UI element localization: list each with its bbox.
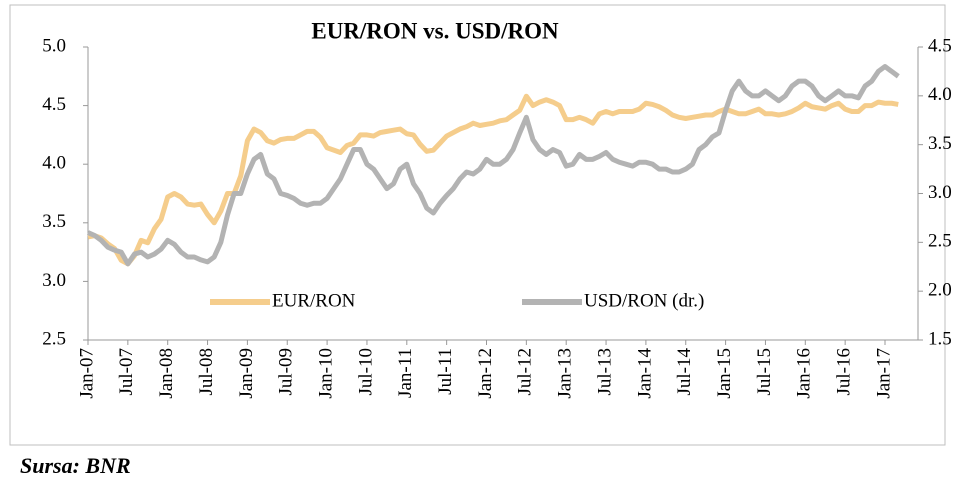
x-tick-label: Jan-11 (395, 348, 416, 398)
x-tick-label: Jan-12 (475, 348, 496, 399)
x-tick-label: Jul-15 (754, 348, 775, 396)
x-tick-label: Jul-10 (355, 348, 376, 396)
x-tick-label: Jul-12 (515, 348, 536, 396)
x-tick-label: Jul-08 (196, 348, 217, 396)
y-tick-label: 5.0 (42, 35, 66, 56)
y2-tick-label: 4.0 (928, 84, 952, 105)
x-tick-label: Jul-14 (674, 348, 695, 396)
x-tick-label: Jan-16 (794, 348, 815, 399)
x-tick-label: Jan-17 (873, 348, 894, 399)
y2-tick-label: 4.5 (928, 35, 952, 56)
y2-tick-label: 1.5 (928, 328, 952, 349)
legend-label: USD/RON (dr.) (584, 290, 704, 311)
x-tick-label: Jul-13 (594, 348, 615, 396)
x-tick-label: Jul-16 (834, 348, 855, 396)
series-line (87, 93, 899, 267)
x-tick-label: Jan-08 (156, 348, 177, 399)
y2-tick-label: 2.5 (928, 231, 952, 252)
x-tick-label: Jan-10 (315, 348, 336, 399)
y2-tick-label: 2.0 (928, 280, 952, 301)
y-tick-label: 2.5 (42, 328, 66, 349)
x-tick-label: Jan-07 (76, 348, 97, 399)
source-note: Sursa: BNR (20, 453, 131, 478)
x-tick-label: Jan-09 (236, 348, 257, 399)
y-tick-label: 3.5 (42, 211, 66, 232)
y2-tick-label: 3.0 (928, 182, 952, 203)
x-tick-label: Jan-14 (634, 348, 655, 399)
chart-title: EUR/RON vs. USD/RON (311, 18, 559, 43)
x-tick-label: Jan-13 (555, 348, 576, 399)
series-line (86, 64, 900, 267)
legend-label: EUR/RON (272, 290, 356, 311)
y-tick-label: 4.0 (42, 153, 66, 174)
x-tick-label: Jan-15 (714, 348, 735, 399)
x-tick-label: Jul-11 (435, 348, 456, 395)
y2-tick-label: 3.5 (928, 133, 952, 154)
y-tick-label: 3.0 (42, 270, 66, 291)
chart-frame (9, 4, 946, 446)
y-tick-label: 4.5 (42, 94, 66, 115)
x-tick-label: Jul-07 (116, 348, 137, 396)
x-tick-label: Jul-09 (276, 348, 297, 396)
